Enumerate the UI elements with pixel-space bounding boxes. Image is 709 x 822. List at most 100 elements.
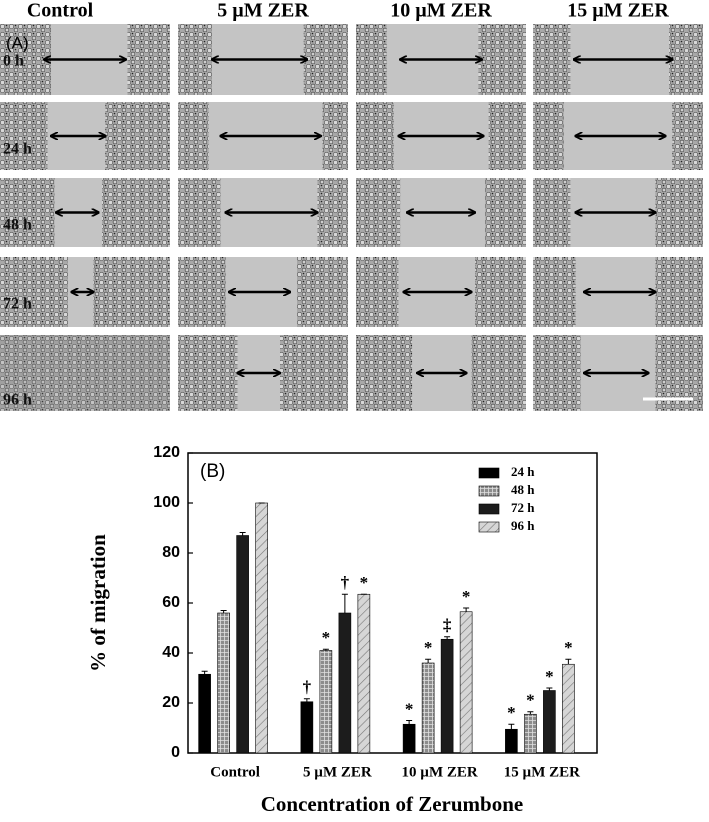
bar [198,673,211,754]
bar [338,612,352,754]
bar [300,701,314,754]
error-bar [508,723,515,730]
bar [217,612,230,754]
micrograph [178,257,348,327]
micrograph [0,335,170,411]
y-tick-label: 60 [162,594,180,611]
row-label: 48 h [3,217,32,234]
error-bar [201,670,208,675]
significance-marker: ‡ [443,616,452,635]
micrograph [533,102,703,170]
cell-layer [0,335,170,411]
significance-marker: * [322,628,331,647]
significance-marker: † [341,573,350,592]
micrograph [0,257,170,327]
micrograph [0,24,170,95]
legend-swatch [478,521,500,533]
legend-label: 96 h [511,518,535,533]
error-bar [565,658,572,665]
shade [0,335,170,411]
row-label: 0 h [3,53,24,70]
error-bar [303,698,310,702]
micrograph [178,102,348,170]
significance-marker: * [424,638,433,657]
bar [459,611,473,754]
bar [421,662,435,754]
significance-marker: * [405,699,414,718]
error-bar [322,648,329,651]
micrograph [178,24,348,95]
legend-label: 72 h [511,500,535,515]
x-tick-label: 15 µM ZER [504,764,580,780]
x-axis-label: Concentration of Zerumbone [261,792,523,816]
plot-frame [187,452,598,754]
y-tick-label: 0 [171,744,180,761]
row-label: 24 h [3,141,32,158]
error-bar [220,610,227,613]
significance-marker: * [360,573,369,592]
micrograph [356,335,526,411]
column-header: 10 µM ZER [390,0,492,22]
row-label: 96 h [3,392,32,409]
y-tick-label: 80 [162,544,180,561]
error-bar [406,720,413,725]
row-label: 72 h [3,296,32,313]
bar [236,535,249,754]
y-tick-label: 20 [162,694,180,711]
y-tick-label: 120 [153,444,180,461]
error-bar [444,636,451,640]
bar [255,502,268,754]
legend-swatch [478,467,500,479]
error-bar [546,687,553,691]
micrograph [533,335,703,411]
micrograph [533,257,703,327]
significance-marker: † [303,678,312,697]
error-bar [425,658,432,663]
micrograph [356,178,526,247]
significance-marker: * [462,587,471,606]
error-bar [239,532,246,536]
panel-b: (B) % of migration Concentration of Zeru… [86,444,598,816]
micrograph [0,102,170,170]
micrograph [0,178,170,247]
error-bar [527,711,534,715]
bar [402,723,416,754]
x-tick-label: 10 µM ZER [402,764,478,780]
panel-label: (A) [6,33,29,52]
micrograph [356,102,526,170]
bar [319,650,333,754]
significance-marker: * [526,691,535,710]
micrograph [533,24,703,95]
x-tick-label: Control [210,764,260,780]
y-tick-label: 100 [153,494,180,511]
column-header: 5 µM ZER [217,0,309,22]
bar [357,593,371,754]
error-bar [341,593,348,613]
column-header: 15 µM ZER [567,0,669,22]
legend-swatch [478,503,500,515]
significance-marker: * [507,703,516,722]
y-tick-label: 40 [162,644,180,661]
error-bar [463,607,470,612]
column-header: Control [27,0,94,22]
micrograph [356,257,526,327]
bar [524,713,537,754]
significance-marker: * [564,638,573,657]
micrograph [178,178,348,247]
micrograph [533,178,703,247]
legend-swatch [478,485,500,497]
micrograph [178,335,348,411]
legend-label: 48 h [511,482,535,497]
bar [440,638,454,754]
bar [543,690,556,754]
panel-a: Control 5 µM ZER 10 µM ZER 15 µM ZER (A)0 h 2… [0,0,703,411]
significance-marker: * [545,667,554,686]
legend-label: 24 h [511,464,535,479]
bar [562,663,575,754]
panel-label: (B) [200,461,225,482]
bar [505,728,518,754]
x-tick-label: 5 µM ZER [303,764,372,780]
micrograph [356,24,526,95]
y-axis-label: % of migration [86,534,110,672]
